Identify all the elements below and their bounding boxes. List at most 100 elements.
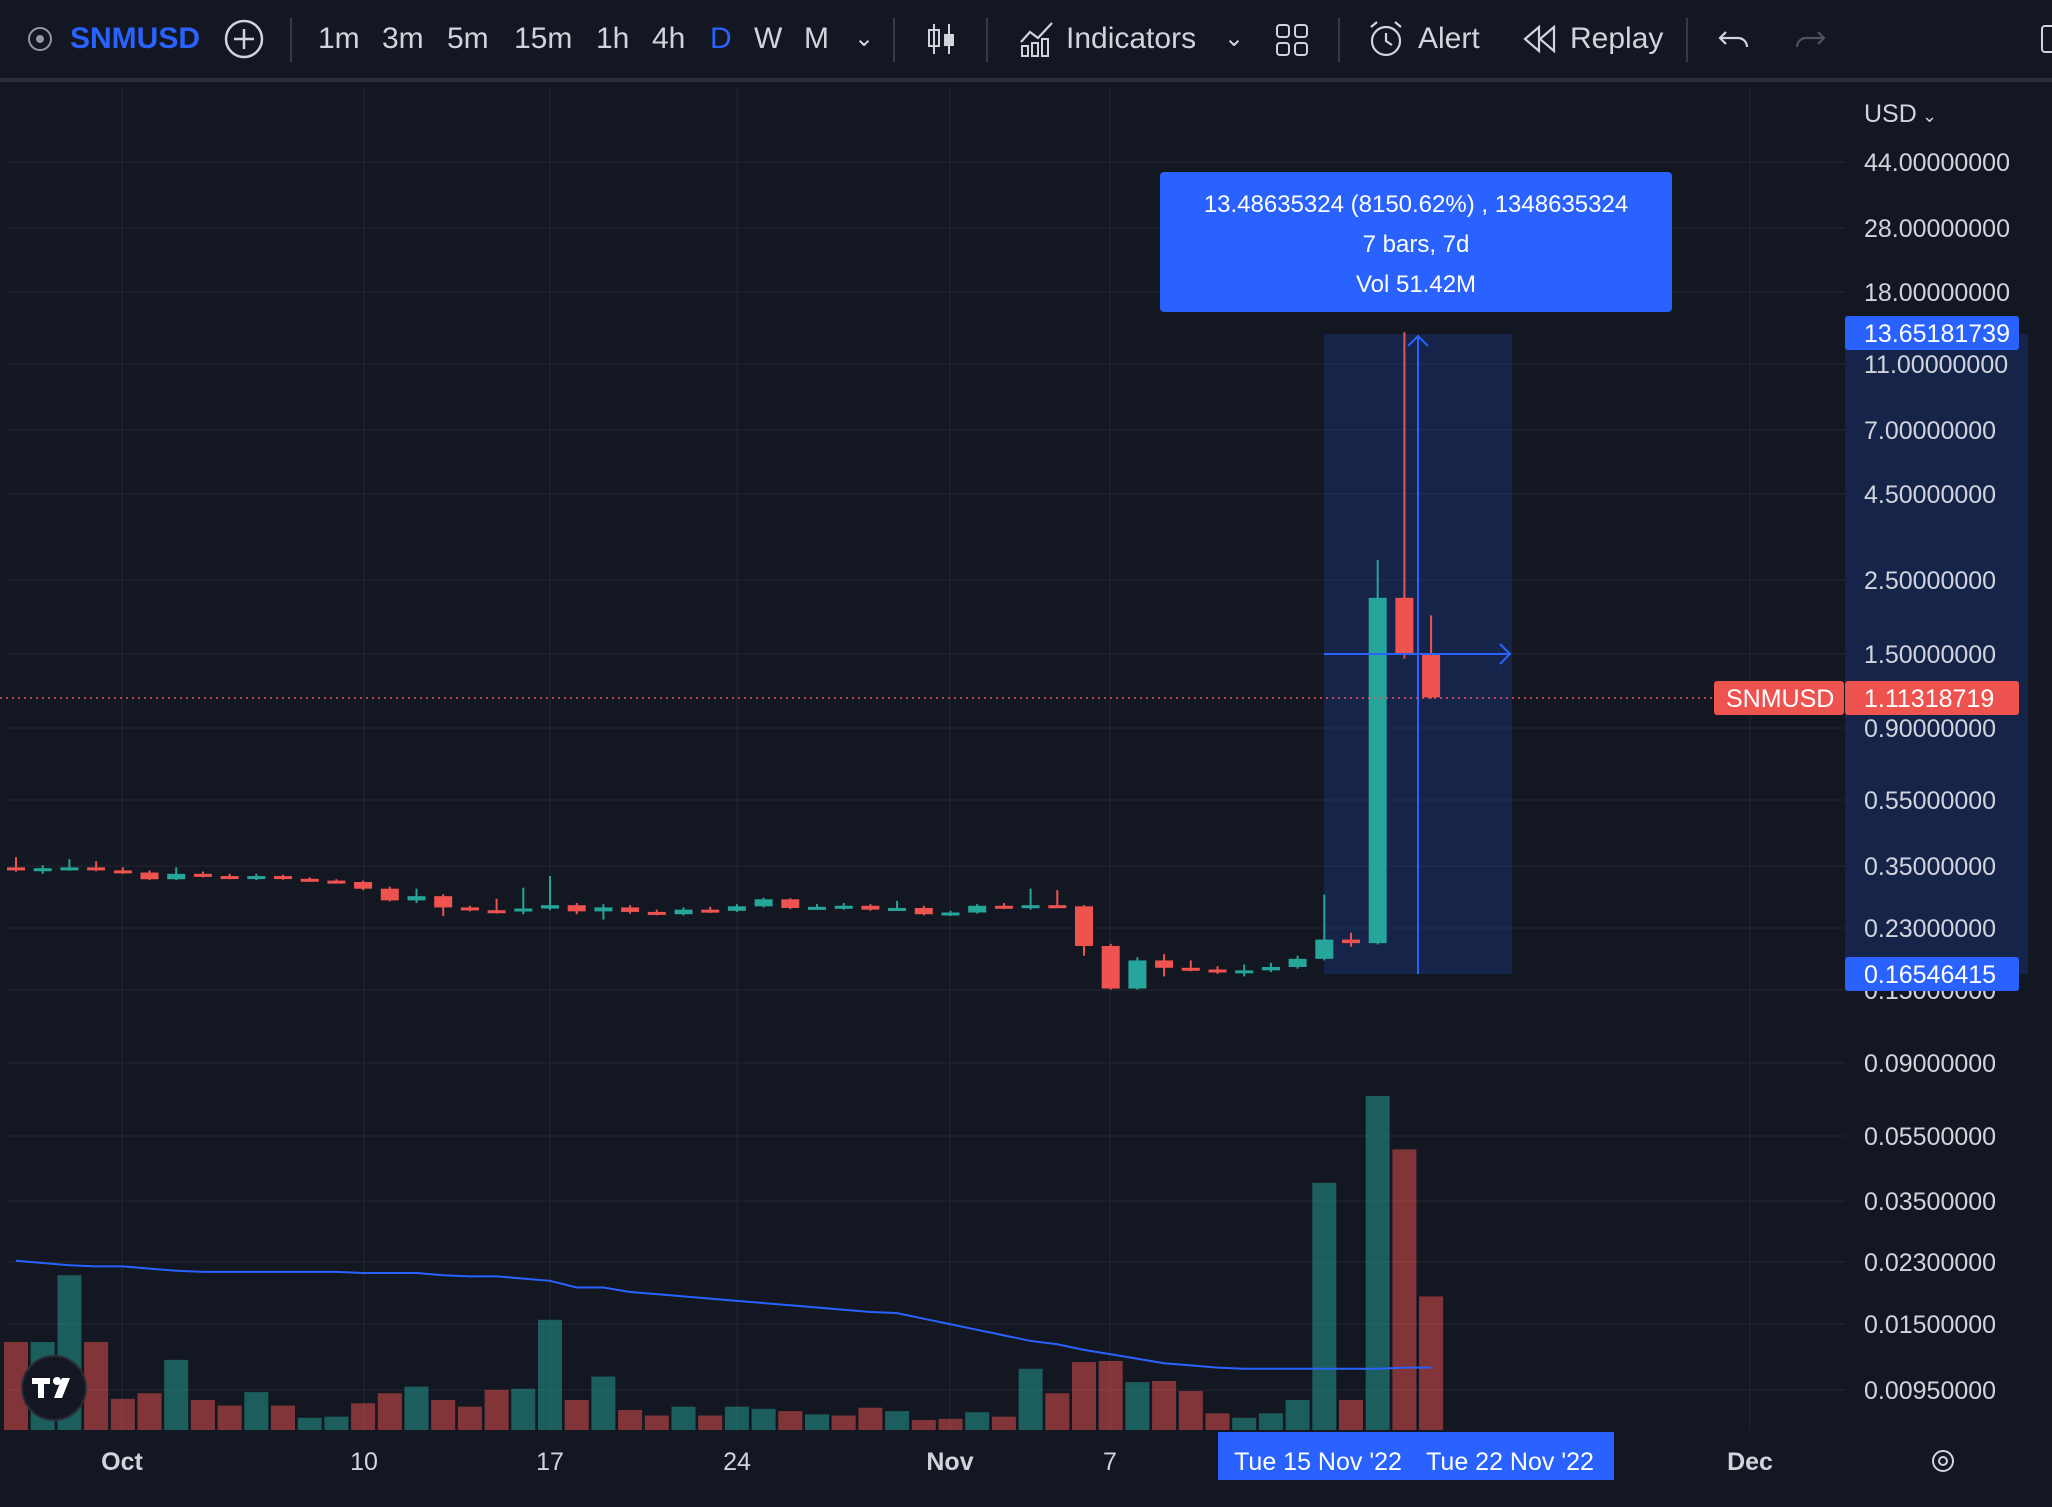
candle <box>87 861 106 872</box>
price-tick-label: 18.00000000 <box>1864 279 2010 307</box>
indicators-icon[interactable] <box>1018 18 1056 60</box>
toolbar-divider <box>893 18 895 62</box>
interval-w[interactable]: W <box>754 22 783 55</box>
volume-bar <box>137 1393 162 1430</box>
volume-bar <box>511 1388 536 1430</box>
price-tick-label: 0.02300000 <box>1864 1249 1996 1277</box>
candle <box>327 879 346 884</box>
last-price-label: 1.11318719 <box>1864 685 1994 713</box>
price-scale-ticks: 44.00000000 28.00000000 18.00000000 11.0000… <box>1864 149 2010 1405</box>
candle <box>1181 960 1200 972</box>
candle <box>1368 560 1387 945</box>
volume-bar <box>457 1406 482 1430</box>
last-price-symbol: SNMUSD <box>1726 685 1834 713</box>
price-tick-label: 4.50000000 <box>1864 481 1996 509</box>
symbol-search-button[interactable]: SNMUSD <box>70 22 201 55</box>
interval-4h[interactable]: 4h <box>652 22 686 55</box>
candle <box>193 871 212 878</box>
interval-1m[interactable]: 1m <box>318 22 360 55</box>
candle <box>701 906 720 914</box>
interval-3m[interactable]: 3m <box>382 22 424 55</box>
candle <box>674 907 693 916</box>
price-scale-range-highlight <box>1845 334 2028 974</box>
interval-1h[interactable]: 1h <box>596 22 630 55</box>
candle <box>1422 615 1441 699</box>
time-tick-label: 7 <box>1103 1448 1117 1476</box>
settings-gear-icon[interactable] <box>1932 1450 1954 1472</box>
time-tick-label: Dec <box>1727 1448 1773 1476</box>
candle <box>247 873 266 881</box>
candle <box>914 905 933 916</box>
volume-bar <box>1365 1096 1390 1430</box>
price-tick-label: 0.55000000 <box>1864 787 1996 815</box>
volume-bar <box>1125 1382 1150 1430</box>
volume-bar <box>1098 1360 1123 1430</box>
price-scale[interactable]: USD ⌄ <box>1864 100 1937 128</box>
rewind-icon[interactable] <box>1522 18 1558 60</box>
indicators-dropdown-chevron-icon[interactable]: ⌄ <box>1224 25 1245 52</box>
candle <box>1128 957 1147 990</box>
candles-chart-type-icon[interactable] <box>926 18 958 60</box>
candle <box>994 903 1013 910</box>
price-tick-label: 2.50000000 <box>1864 567 1996 595</box>
symbol-logo-icon[interactable] <box>24 18 58 60</box>
range-low-label: 0.16546415 <box>1864 961 1996 989</box>
chart-pane[interactable]: 13.48635324 (8150.62%) , 1348635324 7 ba… <box>0 82 2052 1502</box>
volume-bar <box>1258 1413 1283 1430</box>
candle <box>1075 905 1093 956</box>
tradingview-logo-icon[interactable] <box>21 1355 87 1421</box>
time-tick-label: 10 <box>350 1448 378 1476</box>
price-tick-label: 44.00000000 <box>1864 149 2010 177</box>
volume-bar <box>1018 1368 1043 1430</box>
interval-d[interactable]: D <box>710 22 732 55</box>
redo-icon[interactable] <box>1792 18 1828 60</box>
alert-button[interactable]: Alert <box>1418 22 1480 55</box>
volume-bar <box>1232 1417 1257 1430</box>
candle <box>861 904 880 911</box>
layouts-grid-icon[interactable] <box>1274 18 1310 60</box>
interval-m[interactable]: M <box>804 22 829 55</box>
volume-bar <box>1392 1149 1417 1430</box>
chart-canvas[interactable]: 13.48635324 (8150.62%) , 1348635324 7 ba… <box>0 82 2052 1502</box>
time-scale[interactable]: Oct 10 17 24 Nov 7 Dec <box>101 1448 1773 1476</box>
candle <box>968 904 987 914</box>
volume-bar <box>217 1405 242 1430</box>
alarm-clock-icon[interactable] <box>1366 18 1406 60</box>
range-high-badge <box>1845 316 2019 350</box>
interval-5m[interactable]: 5m <box>447 22 489 55</box>
volume-bar <box>885 1411 910 1430</box>
candle <box>941 910 960 916</box>
volume-bar <box>831 1415 856 1430</box>
candle <box>1048 890 1067 909</box>
replay-button[interactable]: Replay <box>1570 22 1664 55</box>
chart-background <box>0 82 2052 1502</box>
volume-bar <box>671 1406 696 1430</box>
candle <box>487 898 506 914</box>
volume-bar <box>644 1415 669 1430</box>
volume-bar <box>164 1359 189 1430</box>
volume-ma-polyline <box>15 1259 1432 1370</box>
candle <box>434 894 453 916</box>
interval-15m[interactable]: 15m <box>514 22 573 55</box>
volume-bar <box>938 1418 963 1430</box>
candle <box>1395 332 1414 659</box>
candle <box>1101 943 1120 990</box>
toolbar-divider <box>1338 18 1340 62</box>
volume-bar <box>724 1406 749 1430</box>
undo-icon[interactable] <box>1716 18 1752 60</box>
indicators-button[interactable]: Indicators <box>1066 22 1197 55</box>
volume-bar <box>404 1386 429 1430</box>
panel-toggle-icon[interactable] <box>2040 18 2052 60</box>
volume-bar <box>778 1411 803 1430</box>
volume-bar <box>911 1419 936 1430</box>
currency-label[interactable]: USD <box>1864 100 1917 128</box>
volume-bar <box>965 1412 990 1430</box>
price-tick-label: 28.00000000 <box>1864 215 2010 243</box>
intervals-dropdown-chevron-icon[interactable]: ⌄ <box>854 25 875 52</box>
compare-symbol-plus-icon[interactable] <box>222 18 266 60</box>
price-tick-label: 0.90000000 <box>1864 715 1996 743</box>
currency-chevron-icon[interactable]: ⌄ <box>1922 106 1937 126</box>
candle <box>1315 894 1334 961</box>
candle <box>300 877 319 883</box>
price-tick-label: 11.00000000 <box>1864 351 2008 379</box>
